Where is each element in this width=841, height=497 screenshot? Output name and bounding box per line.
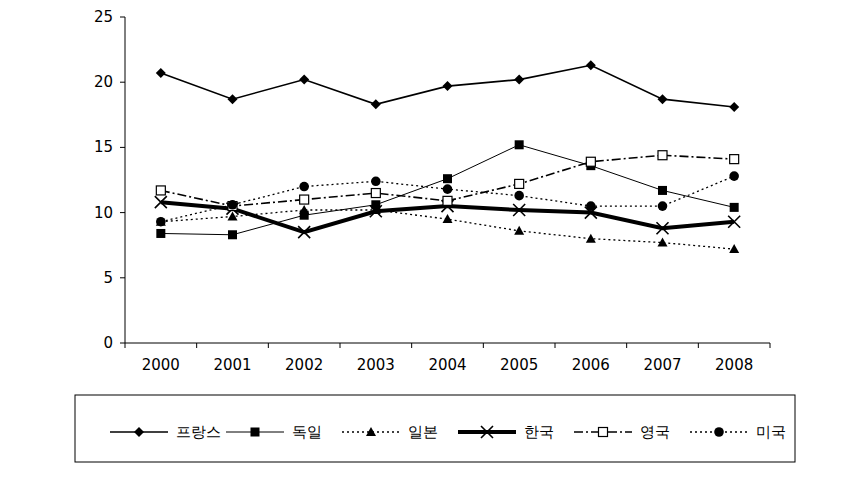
data-point <box>515 140 524 149</box>
series-line <box>161 145 734 235</box>
data-point <box>299 75 309 85</box>
x-tick-label: 2001 <box>213 356 251 374</box>
data-point <box>299 205 309 214</box>
data-point <box>586 157 595 166</box>
data-point <box>729 171 739 181</box>
data-point <box>515 179 524 188</box>
data-point <box>155 196 167 208</box>
data-point <box>443 174 452 183</box>
y-tick-label: 5 <box>103 269 113 287</box>
legend-label: 일본 <box>408 423 438 441</box>
data-point <box>300 195 309 204</box>
y-tick-label: 25 <box>94 8 113 26</box>
data-point <box>514 191 524 201</box>
data-point <box>728 216 740 228</box>
x-axis <box>125 343 770 344</box>
data-point <box>156 217 166 227</box>
data-point <box>586 234 596 243</box>
y-tick <box>120 17 125 18</box>
x-tick <box>483 343 484 348</box>
y-tick-label: 15 <box>94 138 113 156</box>
data-point <box>586 201 596 211</box>
x-tick <box>411 343 412 348</box>
x-tick <box>340 343 341 348</box>
data-point <box>156 186 165 195</box>
x-tick <box>268 343 269 348</box>
data-point <box>443 184 453 194</box>
data-point <box>729 102 739 112</box>
data-point <box>371 189 380 198</box>
y-tick-label: 0 <box>103 334 113 352</box>
data-point <box>658 238 668 247</box>
data-point <box>370 205 382 217</box>
series-line <box>161 155 734 206</box>
data-point <box>156 217 166 226</box>
x-tick <box>125 343 126 348</box>
data-point <box>658 186 667 195</box>
x-tick-label: 2006 <box>572 356 610 374</box>
data-point <box>513 204 525 216</box>
legend-label: 미국 <box>756 423 786 441</box>
data-point <box>371 177 381 187</box>
x-tick-label: 2008 <box>715 356 753 374</box>
legend-label: 영국 <box>640 423 670 441</box>
y-axis <box>125 17 126 343</box>
data-point <box>371 99 381 109</box>
legend-marker <box>134 427 144 437</box>
data-point <box>298 226 310 238</box>
data-point <box>228 94 238 104</box>
data-point <box>299 182 309 192</box>
x-tick-label: 2007 <box>643 356 681 374</box>
data-point <box>658 151 667 160</box>
y-tick <box>120 147 125 148</box>
y-tick <box>120 343 125 344</box>
x-tick <box>196 343 197 348</box>
data-point <box>514 226 524 235</box>
legend-marker <box>714 427 724 437</box>
data-point <box>658 201 668 211</box>
data-point <box>228 230 237 239</box>
legend-marker <box>599 428 608 437</box>
x-tick-label: 2002 <box>285 356 323 374</box>
y-tick <box>120 82 125 83</box>
data-point <box>729 244 739 253</box>
legend-box <box>75 395 795 462</box>
data-point <box>443 196 452 205</box>
x-tick <box>626 343 627 348</box>
x-tick-label: 2004 <box>428 356 466 374</box>
data-point <box>657 222 669 234</box>
legend-marker <box>251 428 260 437</box>
x-tick-label: 2003 <box>357 356 395 374</box>
legend-marker <box>481 426 493 438</box>
y-tick-label: 10 <box>94 204 113 222</box>
data-point <box>658 94 668 104</box>
y-tick <box>120 212 125 213</box>
data-point <box>443 214 453 223</box>
data-point <box>156 229 165 238</box>
legend-marker <box>366 427 376 436</box>
legend-label: 독일 <box>292 423 322 441</box>
x-tick <box>555 343 556 348</box>
data-point <box>443 81 453 91</box>
legend: 프랑스 독일 일본 한국 영국 미국 <box>75 395 795 462</box>
y-tick-label: 20 <box>94 73 113 91</box>
plot-area <box>155 60 740 253</box>
series-line <box>161 176 734 222</box>
series-line <box>161 65 734 107</box>
x-tick-label: 2000 <box>142 356 180 374</box>
data-point <box>514 75 524 85</box>
y-tick <box>120 277 125 278</box>
data-point <box>586 60 596 70</box>
data-point <box>730 203 739 212</box>
data-point <box>228 200 238 210</box>
x-tick <box>698 343 699 348</box>
series-line <box>161 210 734 249</box>
x-tick <box>770 343 771 348</box>
data-point <box>156 68 166 78</box>
data-point <box>730 155 739 164</box>
x-tick-label: 2005 <box>500 356 538 374</box>
legend-label: 프랑스 <box>176 423 221 441</box>
legend-label: 한국 <box>524 423 554 441</box>
chart: 0 5 10 15 20 25 2000 2001 2002 2003 2004 2005 2006 20… <box>0 0 841 497</box>
